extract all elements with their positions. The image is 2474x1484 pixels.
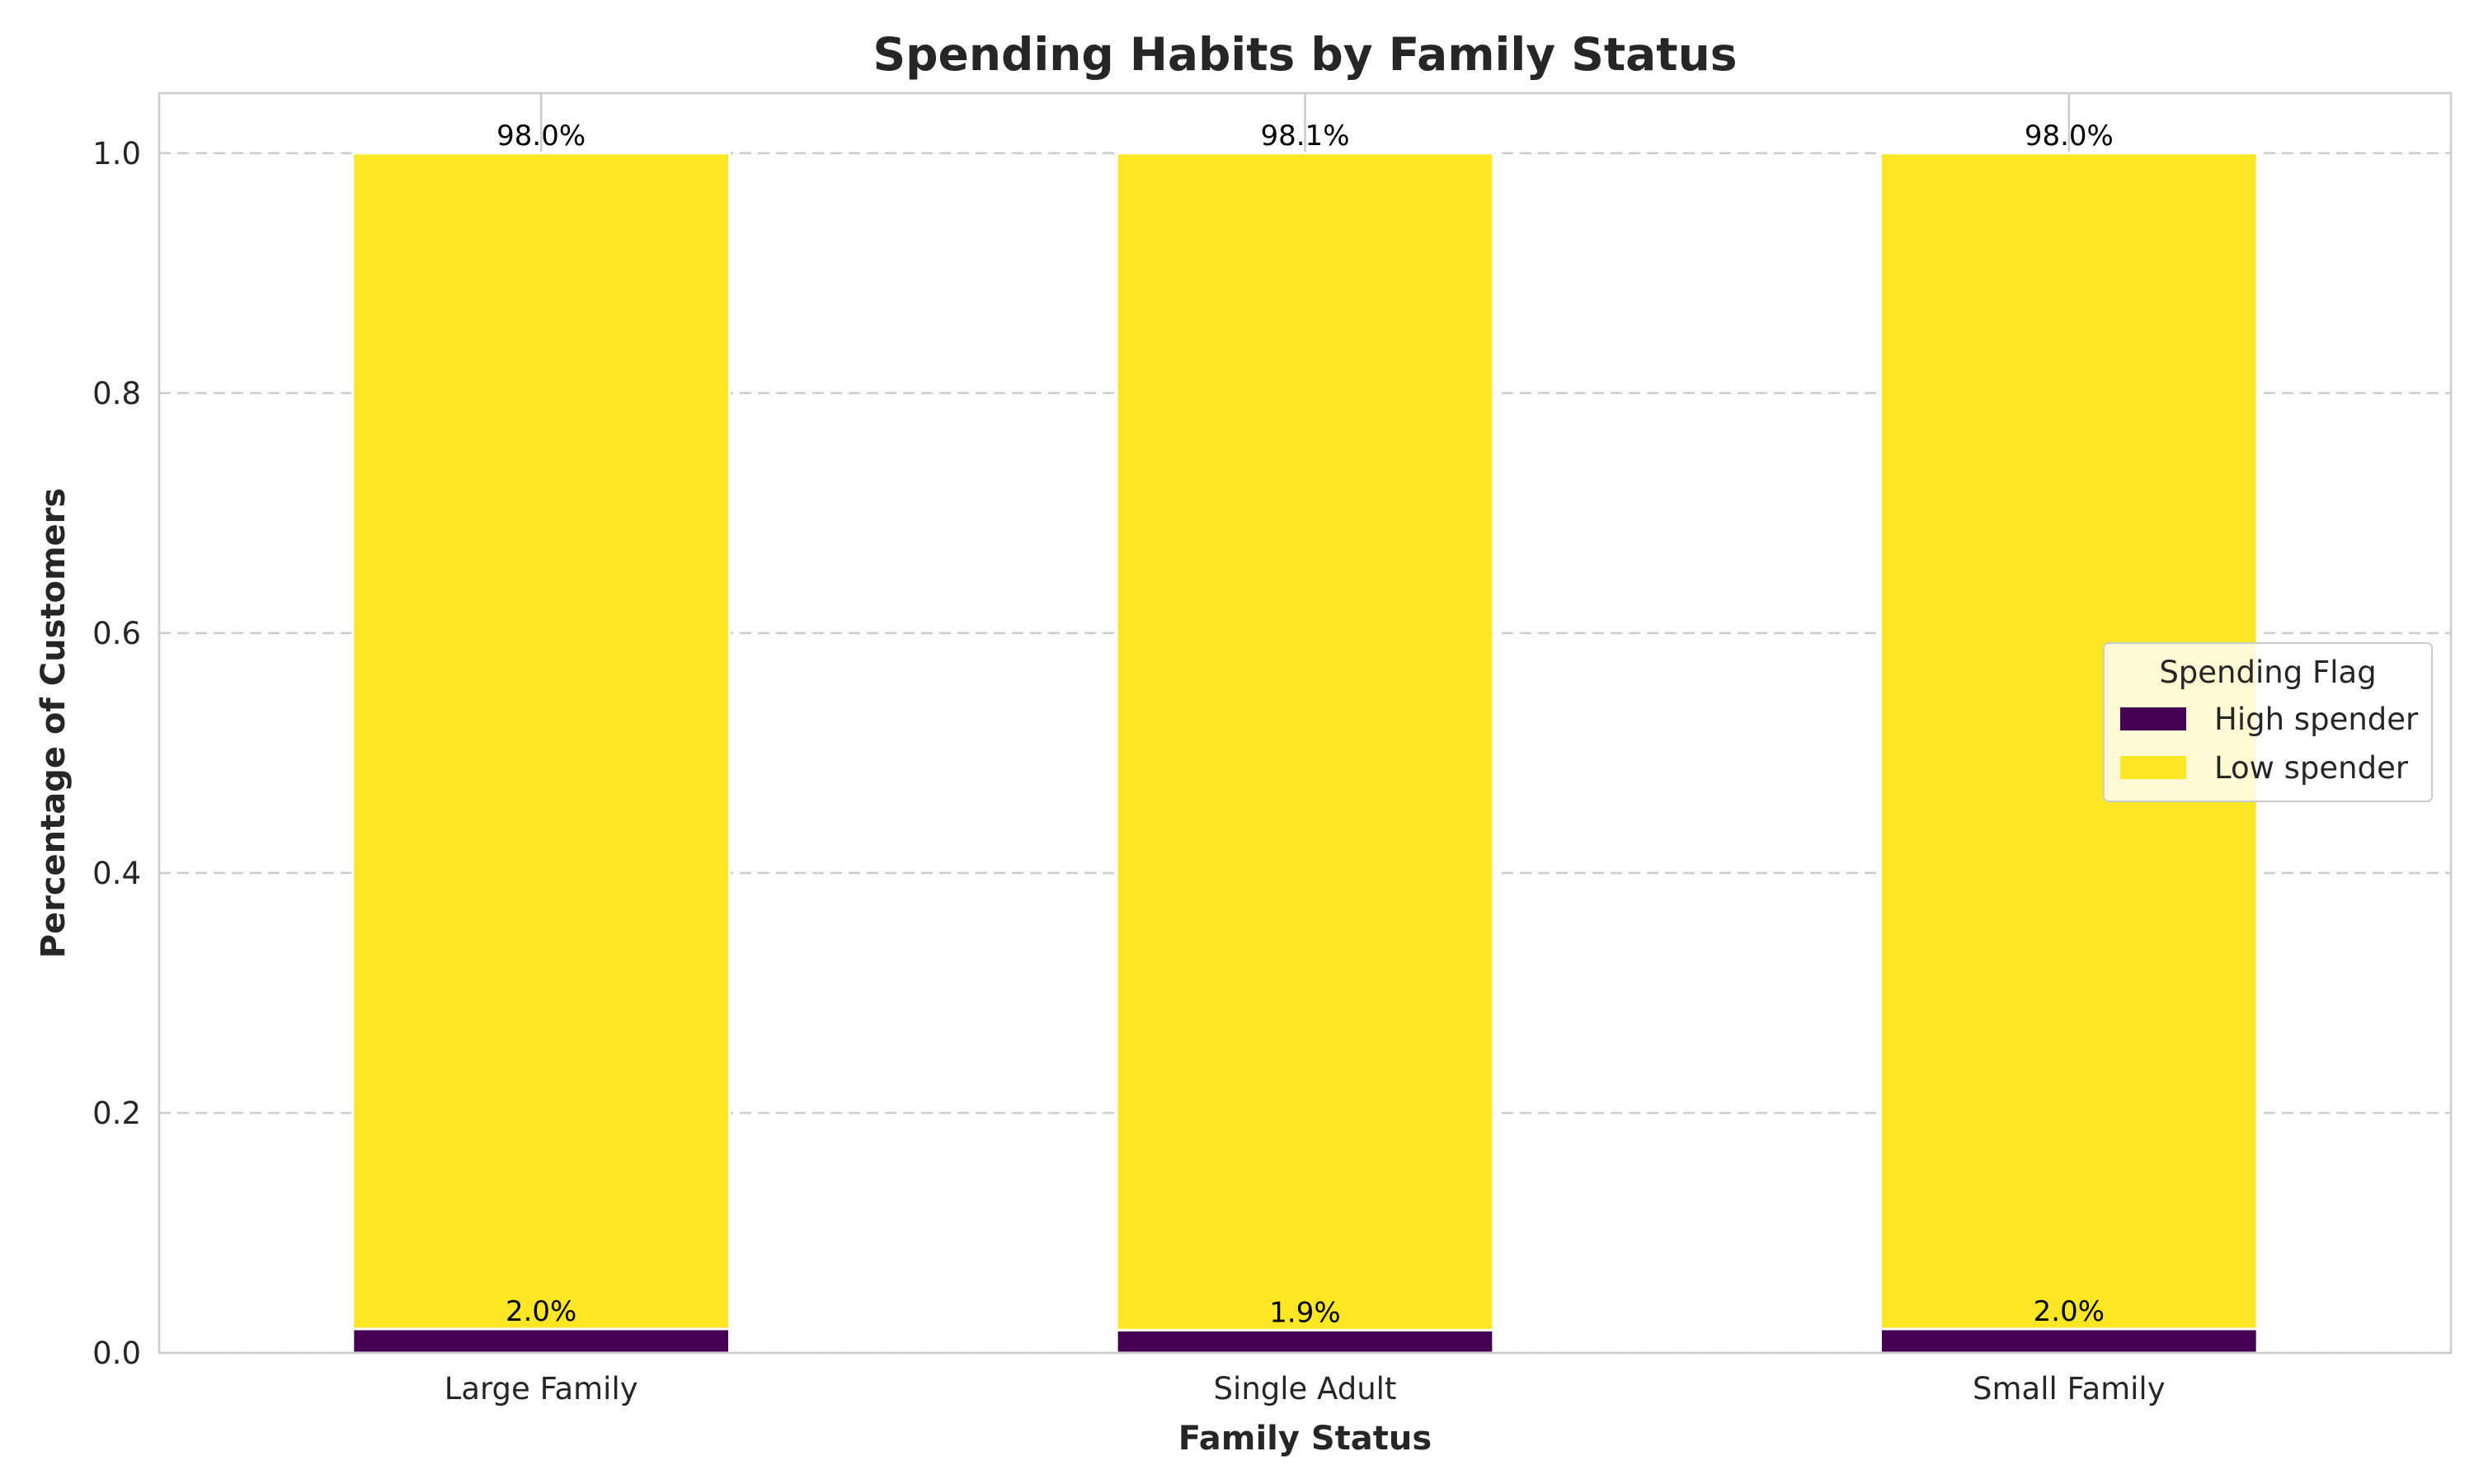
y-tick-label: 0.0 [92, 1336, 141, 1371]
x-axis-label: Family Status [1178, 1420, 1432, 1458]
y-tick-label: 0.4 [92, 856, 141, 891]
bars-layer [351, 152, 2259, 1355]
bar-low-spender-large-family [351, 152, 731, 1331]
data-label-low-spender-single-adult: 98.1% [1260, 120, 1349, 153]
legend-entry-low-spender: Low spender [2214, 750, 2409, 786]
data-label-low-spender-large-family: 98.0% [496, 120, 586, 153]
bar-high-spender-single-adult [1115, 1328, 1495, 1355]
data-labels-layer: 2.0% 1.9% 2.0% 98.0% 98.1% 98.0% [496, 120, 2114, 1330]
chart-title: Spending Habits by Family Status [873, 28, 1738, 81]
data-label-high-spender-large-family: 2.0% [506, 1295, 576, 1328]
data-label-high-spender-small-family: 2.0% [2034, 1295, 2105, 1328]
legend-title: Spending Flag [2159, 655, 2376, 690]
y-tick-label: 0.8 [92, 376, 141, 411]
bar-high-spender-large-family [351, 1327, 731, 1355]
legend-swatch-low-spender [2120, 756, 2186, 779]
legend-swatch-high-spender [2120, 707, 2186, 730]
axis-layer: 0.0 0.2 0.4 0.6 0.8 1.0 Large Family Single Adu… [92, 136, 2165, 1407]
bar-high-spender-small-family [1879, 1327, 2259, 1355]
data-label-high-spender-single-adult: 1.9% [1269, 1296, 1340, 1329]
x-tick-label-large-family: Large Family [444, 1371, 638, 1407]
bar-low-spender-single-adult [1115, 152, 1495, 1331]
legend: Spending Flag High spender Low spender [2103, 642, 2433, 802]
y-tick-label: 0.6 [92, 616, 141, 651]
x-tick-label-small-family: Small Family [1973, 1371, 2166, 1407]
data-label-low-spender-small-family: 98.0% [2025, 120, 2114, 153]
y-axis-label: Percentage of Customers [35, 488, 73, 959]
legend-entry-high-spender: High spender [2214, 702, 2419, 737]
y-tick-label: 1.0 [92, 136, 141, 171]
y-tick-label: 0.2 [92, 1096, 141, 1131]
plot-frame [158, 92, 2453, 1355]
x-tick-label-single-adult: Single Adult [1214, 1371, 1397, 1407]
